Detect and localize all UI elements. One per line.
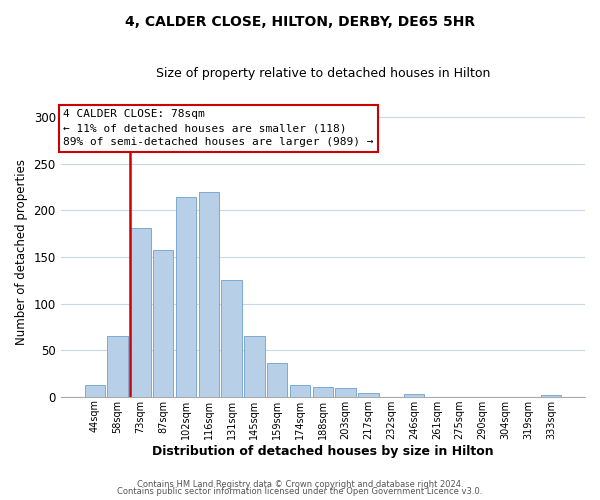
Bar [199,192,219,396]
Bar [244,336,265,396]
Bar [404,394,424,396]
Bar [153,250,173,396]
Bar [335,388,356,396]
Y-axis label: Number of detached properties: Number of detached properties [15,160,28,346]
Text: Contains HM Land Registry data © Crown copyright and database right 2024.: Contains HM Land Registry data © Crown c… [137,480,463,489]
Bar [85,386,105,396]
Bar [107,336,128,396]
Bar [130,228,151,396]
Title: Size of property relative to detached houses in Hilton: Size of property relative to detached ho… [155,68,490,80]
Text: 4 CALDER CLOSE: 78sqm
← 11% of detached houses are smaller (118)
89% of semi-det: 4 CALDER CLOSE: 78sqm ← 11% of detached … [63,110,374,148]
Bar [290,384,310,396]
Text: Contains public sector information licensed under the Open Government Licence v3: Contains public sector information licen… [118,488,482,496]
Bar [221,280,242,396]
Bar [313,388,333,396]
Bar [358,393,379,396]
Bar [176,196,196,396]
X-axis label: Distribution of detached houses by size in Hilton: Distribution of detached houses by size … [152,444,494,458]
Bar [541,395,561,396]
Bar [267,363,287,396]
Text: 4, CALDER CLOSE, HILTON, DERBY, DE65 5HR: 4, CALDER CLOSE, HILTON, DERBY, DE65 5HR [125,15,475,29]
